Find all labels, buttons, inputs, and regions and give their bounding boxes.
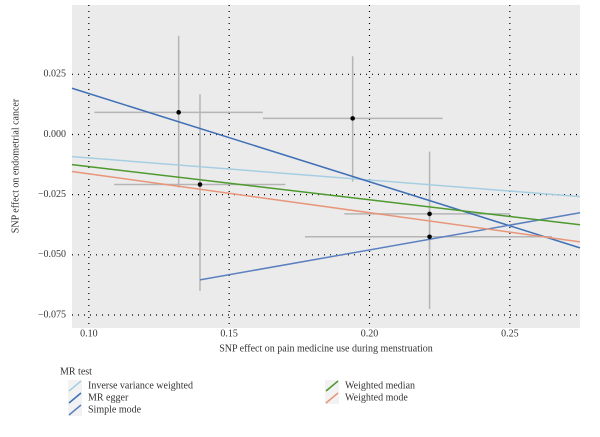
- y-tick-label: −0.075: [38, 309, 66, 320]
- legend-swatch: [68, 404, 82, 416]
- x-tick-label: 0.15: [220, 328, 238, 339]
- data-point: [427, 211, 432, 217]
- legend-label: Inverse variance weighted: [88, 380, 193, 391]
- legend-label: Weighted mode: [345, 392, 408, 403]
- legend-swatch: [68, 380, 82, 392]
- x-tick-label: 0.25: [501, 328, 519, 339]
- y-tick-label: 0.025: [44, 69, 67, 80]
- data-point: [350, 116, 355, 121]
- data-point: [197, 182, 203, 187]
- mr-line: [199, 211, 581, 281]
- plot-panel: [72, 5, 580, 328]
- mr-line: [71, 163, 581, 226]
- data-point: [176, 110, 181, 115]
- y-tick-label: −0.050: [38, 249, 66, 260]
- legend-swatch: [325, 380, 339, 392]
- mr-line: [71, 155, 581, 198]
- y-tick-label: −0.025: [38, 189, 66, 200]
- y-axis-label: SNP effect on endometrial cancer: [10, 98, 21, 233]
- legend-label: MR egger: [88, 392, 129, 403]
- x-tick-label: 0.20: [361, 328, 379, 339]
- legend-label: Weighted median: [345, 380, 415, 391]
- data-point: [427, 234, 432, 240]
- x-axis-label: SNP effect on pain medicine use during m…: [219, 343, 433, 354]
- x-tick-label: 0.10: [80, 328, 98, 339]
- legend-swatch: [68, 392, 82, 404]
- legend-title: MR test: [60, 366, 92, 377]
- y-tick-label: 0.000: [44, 129, 67, 140]
- legend-label: Simple mode: [88, 404, 142, 415]
- legend-swatch: [325, 392, 339, 404]
- mr-line: [71, 170, 581, 243]
- mr-line: [71, 87, 581, 249]
